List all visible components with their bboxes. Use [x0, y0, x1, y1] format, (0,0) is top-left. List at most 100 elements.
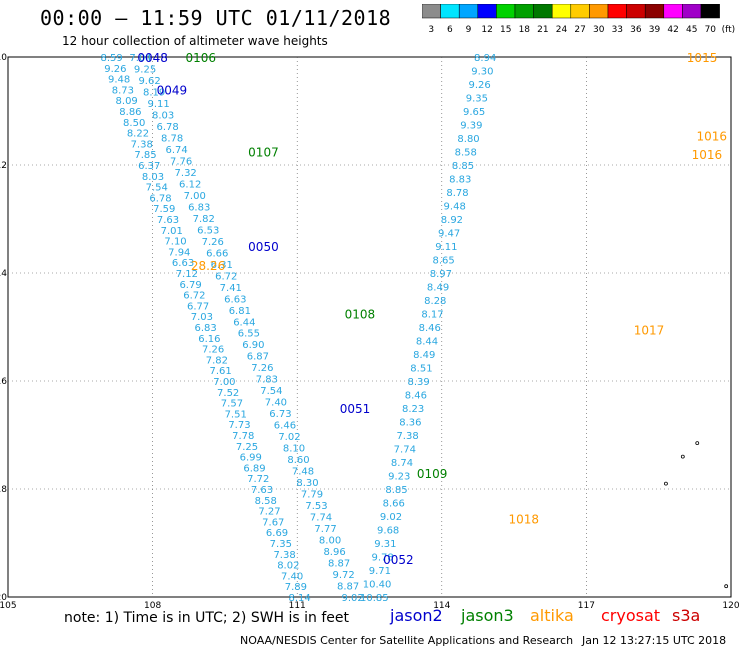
wave-height-value: 9.26	[104, 64, 126, 75]
wave-height-value: 8.19	[143, 87, 165, 98]
wave-height-value: 7.79	[301, 490, 323, 501]
wave-height-value: 7.38	[273, 550, 295, 561]
wave-height-value: 9.30	[471, 67, 493, 78]
legend-unit: (ft)	[722, 25, 736, 35]
wave-height-value: 8.73	[112, 85, 134, 96]
wave-height-value: 8.87	[337, 582, 359, 593]
altimeter-track: 8.599.269.488.738.098.868.508.227.387.85…	[100, 53, 310, 604]
altimeter-track: 8.94 9.30 9.26 9.35 9.65 9.39 8.80 8.58 8.85 8.83…	[360, 53, 496, 604]
wave-height-value: 7.72	[247, 474, 269, 485]
legend-label: 21	[537, 25, 548, 35]
wave-height-value: 8.03	[152, 110, 174, 121]
footer-timestamp: Jan 12 13:27:15 UTC 2018	[582, 634, 727, 647]
wave-height-value: 8.85	[452, 161, 474, 172]
wave-height-value: 8.23	[402, 404, 424, 415]
wave-height-value: 7.78	[232, 431, 254, 442]
wave-height-value: 8.85	[385, 485, 407, 496]
wave-height-value: 8.51	[410, 364, 432, 375]
wave-height-value: 9.25	[134, 64, 156, 75]
wave-height-value: 7.89	[285, 582, 307, 593]
legend-label: 42	[667, 25, 678, 35]
wave-height-value: 7.51	[225, 409, 247, 420]
wave-height-value: 7.63	[251, 485, 273, 496]
pass-time-label: 28.26	[191, 259, 225, 273]
wave-height-value: 8.39	[408, 377, 430, 388]
pass-time-label: 0107	[248, 146, 279, 160]
wave-height-value: 7.73	[228, 420, 250, 431]
wave-height-value: 7.00	[213, 377, 235, 388]
legend-label: 24	[556, 25, 568, 35]
wave-height-value: 6.83	[188, 202, 210, 213]
wave-height-value: 6.63	[172, 258, 194, 269]
wave-height-value: 8.58	[455, 148, 477, 159]
wave-height-value: 7.54	[146, 183, 168, 194]
wave-height-value: 7.74	[394, 445, 416, 456]
footer-org: NOAA/NESDIS Center for Satellite Applica…	[240, 634, 574, 647]
legend-label: 18	[519, 25, 531, 35]
wave-height-value: 7.26	[202, 345, 224, 356]
lon-tick-label: 120	[722, 601, 739, 610]
wave-height-value: 8.49	[413, 350, 435, 361]
wave-height-value: 8.92	[441, 215, 463, 226]
island-icon	[695, 441, 700, 446]
page-subtitle: 12 hour collection of altimeter wave hei…	[62, 34, 328, 48]
pass-time-label: 1016	[696, 129, 727, 143]
wave-height-value: 6.72	[183, 291, 205, 302]
wave-height-value: 7.38	[131, 139, 153, 150]
wave-height-value: 7.82	[193, 214, 215, 225]
lon-tick-label: 117	[578, 601, 595, 610]
wave-height-value: 8.97	[430, 269, 452, 280]
wave-height-value: 7.04	[129, 53, 151, 64]
sat-label-jason2: jason2	[390, 606, 443, 625]
wave-height-value: 8.09	[116, 96, 138, 107]
wave-height-value: 7.32	[175, 168, 197, 179]
map-frame	[7, 56, 732, 598]
wave-height-value: 8.87	[328, 559, 350, 570]
wave-height-value: 6.31	[211, 260, 233, 271]
wave-height-value: 7.10	[164, 237, 186, 248]
wave-height-value: 6.44	[233, 317, 255, 328]
wave-height-value: 6.79	[179, 280, 201, 291]
wave-height-value: 6.83	[194, 323, 216, 334]
wave-height-value: 9.23	[388, 472, 410, 483]
wave-height-value: 6.37	[138, 161, 160, 172]
wave-height-value: 8.22	[127, 129, 149, 140]
wave-height-value: 8.28	[424, 296, 446, 307]
wave-height-value: 8.03	[142, 172, 164, 183]
legend-label: 33	[612, 25, 623, 35]
wave-height-map: -10 -12 -14 -16 -18 -20105 108 111 114 117 120 8.59…	[0, 51, 740, 610]
pass-time-label: 1016	[692, 148, 723, 162]
wave-height-value: 7.67	[262, 517, 284, 528]
island-icon	[664, 481, 668, 486]
wave-height-value: 9.02	[341, 593, 363, 604]
legend-label: 45	[686, 25, 697, 35]
wave-height-value: 6.81	[229, 306, 251, 317]
wave-height-value: 7.77	[314, 524, 336, 535]
legend-label: 6	[447, 25, 453, 35]
wave-height-value: 7.83	[256, 375, 278, 386]
lat-tick-label: -20	[0, 593, 7, 603]
wave-height-value: 6.89	[243, 463, 265, 474]
wave-height-value: 7.38	[396, 431, 418, 442]
wave-height-value: 6.78	[149, 193, 171, 204]
wave-height-value: 6.99	[240, 453, 262, 464]
legend-label: 9	[466, 25, 472, 35]
lat-tick-label: -14	[0, 269, 7, 279]
wave-height-value: 9.62	[138, 76, 160, 87]
legend-label: 15	[500, 25, 511, 35]
wave-height-value: 8.44	[416, 337, 438, 348]
wave-height-value: 8.00	[319, 536, 341, 547]
wave-height-value: 7.59	[153, 204, 175, 215]
altimeter-track: 7.049.259.628.199.118.036.788.786.747.76…	[129, 53, 363, 604]
wave-height-value: 7.00	[184, 191, 206, 202]
wave-height-value: 7.01	[161, 226, 183, 237]
wave-height-value: 9.78	[372, 553, 394, 564]
wave-height-value: 9.39	[460, 121, 482, 132]
wave-height-value: 7.53	[305, 501, 327, 512]
lon-tick-label: 114	[433, 601, 450, 610]
wave-height-value: 6.55	[238, 329, 260, 340]
wave-height-value: 8.46	[419, 323, 441, 334]
wave-height-value: 6.16	[198, 334, 220, 345]
pass-time-label: 0108	[345, 308, 376, 322]
wave-height-value: 9.65	[463, 107, 485, 118]
